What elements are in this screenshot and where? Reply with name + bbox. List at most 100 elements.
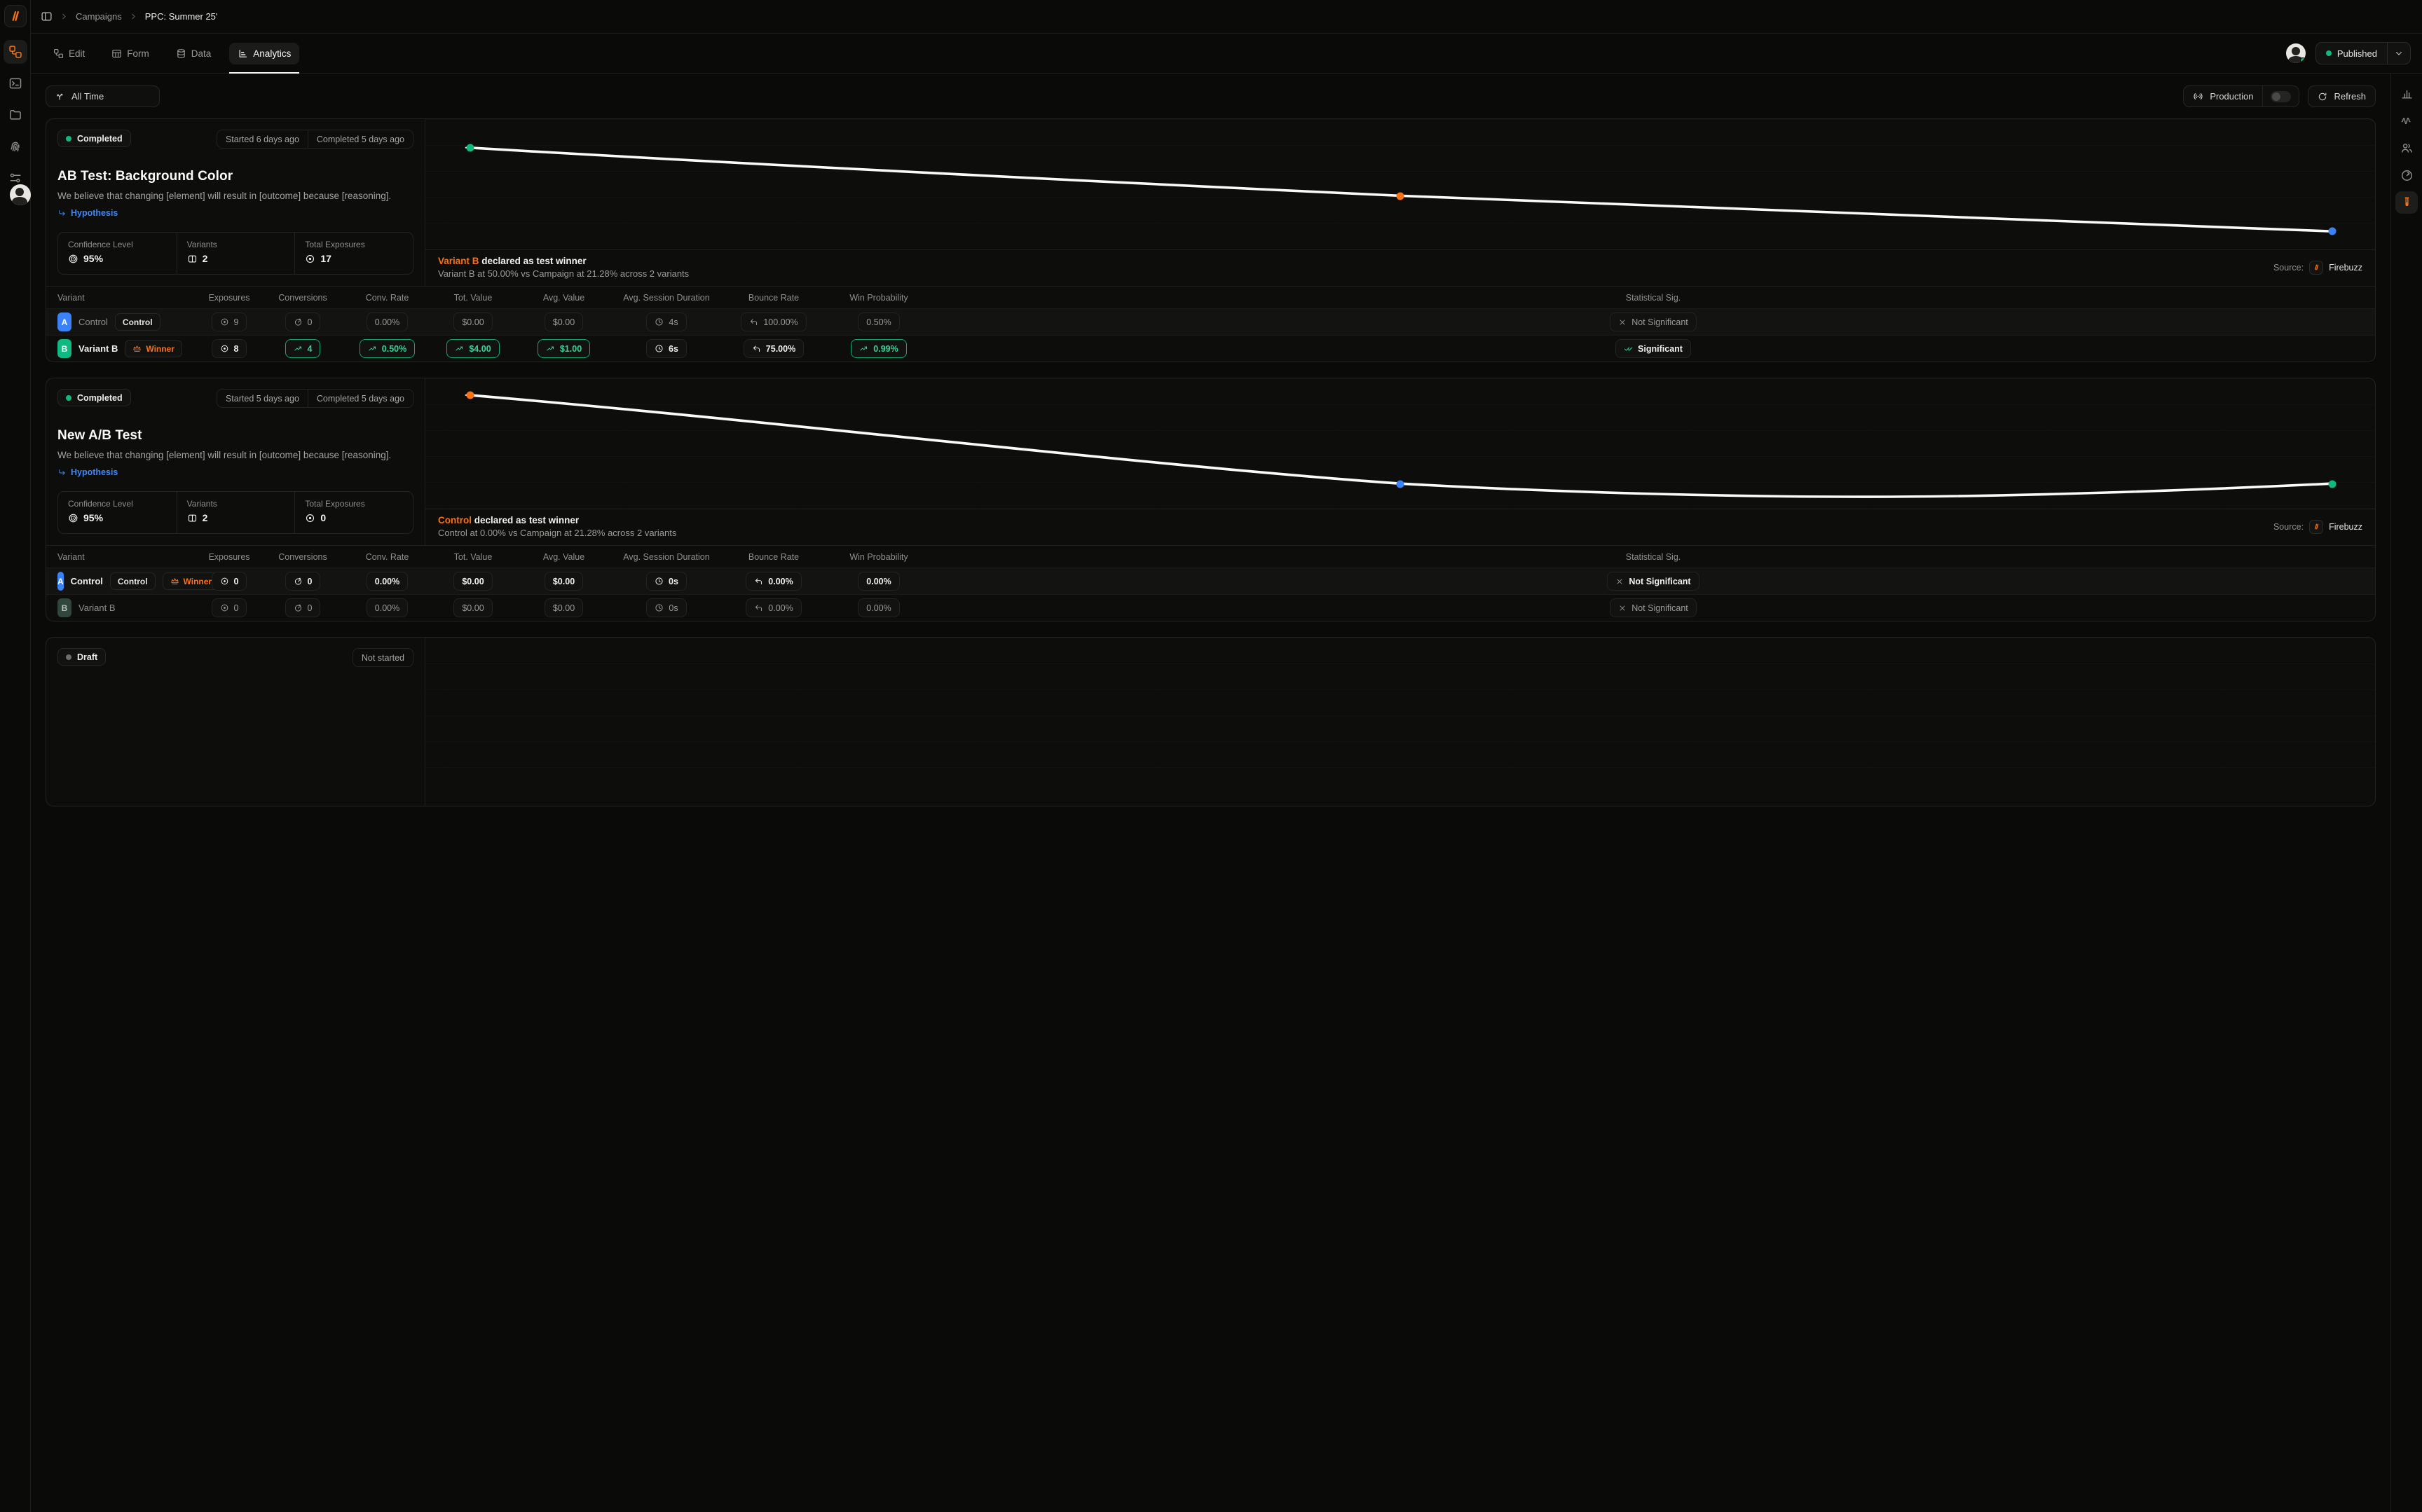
terminal-icon: [9, 78, 21, 89]
status-dot: [66, 394, 71, 401]
variants-table: Variant Exposures Conversions Conv. Rate Tot…: [46, 545, 2375, 621]
control-tag: Control: [109, 572, 156, 590]
conversion-trend-chart: [425, 378, 2375, 509]
clock-icon: [655, 345, 663, 352]
x-icon: [1620, 319, 1625, 324]
stat-confidence: Confidence Level 95%: [68, 499, 133, 523]
winner-summary: Variant B declared as test winner Varian…: [438, 256, 690, 279]
fingerprint-icon: [10, 142, 20, 152]
bullseye-icon: [69, 514, 78, 522]
trending-up-icon: [547, 346, 554, 351]
eye-target-icon: [221, 345, 228, 352]
clock-icon: [655, 604, 663, 612]
chart-gridlines: [425, 119, 2375, 249]
trending-up-icon: [369, 346, 376, 351]
chart-point: [466, 144, 474, 152]
trending-up-icon: [294, 346, 301, 351]
test-dates: Started 5 days ago Completed 5 days ago: [216, 389, 413, 408]
test-card-ab-background-color: Completed Started 6 days ago Completed 5 …: [46, 118, 2376, 362]
rail-item-ab-tests[interactable]: [2395, 191, 2418, 214]
refresh-label: Refresh: [2334, 91, 2366, 102]
x-icon: [1617, 579, 1622, 584]
user-avatar-top[interactable]: [2285, 43, 2306, 63]
winner-name: Control: [438, 515, 472, 525]
table-icon: [112, 49, 121, 57]
chart-icon: [239, 49, 247, 57]
right-rail: [2390, 74, 2422, 1512]
rail-item-overview[interactable]: [2395, 82, 2418, 104]
stat-confidence: Confidence Level 95%: [68, 240, 133, 264]
users-icon: [2401, 143, 2412, 153]
variant-letter-badge: A: [57, 572, 64, 591]
rail-item-audience[interactable]: [2395, 137, 2418, 159]
sidebar-item-settings[interactable]: [4, 166, 27, 190]
table-row-variant-b: B Variant B 0 0 0.00% $0.00 $0.00 0s 0.00…: [46, 594, 2375, 621]
sliders-icon: [10, 173, 20, 183]
variants-icon: [188, 514, 196, 521]
trending-up-icon: [860, 346, 868, 351]
firebuzz-logo-icon: [2309, 519, 2324, 534]
published-label: Published: [2337, 48, 2377, 59]
tab-analytics[interactable]: Analytics: [226, 34, 302, 74]
sidebar-item-console[interactable]: [4, 71, 27, 95]
table-header-row: Variant Exposures Conversions Conv. Rate Tot…: [57, 292, 1681, 303]
sidebar-item-identity[interactable]: [4, 135, 27, 158]
user-avatar-bottom[interactable]: [9, 184, 31, 205]
published-status-button[interactable]: Published: [2316, 43, 2387, 64]
chart-point: [1396, 480, 1404, 488]
status-dot: [66, 654, 71, 660]
avatar-head: [2291, 47, 2300, 55]
breadcrumb-campaigns[interactable]: Campaigns: [76, 11, 122, 22]
time-range-label: All Time: [71, 91, 104, 102]
app-logo[interactable]: [4, 5, 27, 27]
test-stats: Confidence Level 95% Variants 2 Total Ex…: [57, 491, 413, 534]
test-dates: Started 6 days ago Completed 5 days ago: [216, 130, 413, 149]
rail-item-realtime[interactable]: [2395, 109, 2418, 132]
chevron-right-icon: [129, 12, 138, 21]
test-tube-icon: [2404, 197, 2409, 206]
test-title: AB Test: Background Color: [57, 169, 233, 184]
split-icon: [57, 93, 63, 100]
rail-item-conversions[interactable]: [2395, 164, 2418, 186]
chevron-down-icon: [2395, 52, 2402, 55]
gauge-icon: [294, 318, 301, 326]
status-badge: Completed: [57, 130, 131, 147]
tab-form[interactable]: Form: [100, 34, 160, 73]
test-title: New A/B Test: [57, 428, 142, 443]
chevron-right-icon: [60, 12, 69, 21]
chart-line: [465, 394, 2336, 498]
radio-icon: [2194, 93, 2203, 99]
hypothesis-link[interactable]: Hypothesis: [57, 208, 118, 218]
presence-dot: [2299, 57, 2306, 63]
eye-target-icon: [306, 514, 315, 522]
time-range-button[interactable]: All Time: [46, 85, 160, 107]
top-bar: Campaigns PPC: Summer 25': [31, 0, 2422, 34]
tab-edit[interactable]: Edit: [42, 34, 96, 73]
sidebar-item-files[interactable]: [4, 103, 27, 127]
environment-switch[interactable]: [2263, 86, 2299, 106]
status-dot: [66, 135, 71, 142]
environment-toggle-group: Production: [2183, 85, 2300, 107]
tab-data[interactable]: Data: [165, 34, 223, 73]
status-badge: Draft: [57, 648, 107, 666]
publish-menu-button[interactable]: [2387, 43, 2410, 64]
chart-point: [2328, 480, 2337, 488]
x-icon: [1620, 605, 1625, 610]
table-row-control: A Control Control Winner 0 0 0.00% $0.00 $0…: [46, 568, 2375, 594]
variants-icon: [188, 255, 196, 262]
panel-toggle-icon[interactable]: [41, 11, 53, 22]
refresh-button[interactable]: Refresh: [2308, 85, 2376, 107]
clock-icon: [655, 577, 663, 585]
table-row-variant-b: B Variant B Winner 8 4 0.50% $4.00 $1.00 6…: [46, 335, 2375, 362]
eye-target-icon: [306, 254, 315, 263]
sidebar-item-campaigns[interactable]: [3, 40, 27, 64]
winner-detail: Control at 0.00% vs Campaign at 21.28% a…: [438, 528, 677, 538]
hypothesis-link[interactable]: Hypothesis: [57, 467, 118, 477]
test-card-new-ab-test: Completed Started 5 days ago Completed 5 …: [46, 378, 2376, 621]
corner-up-left-icon: [755, 605, 762, 612]
variant-letter-badge: B: [57, 598, 71, 617]
corner-up-left-icon: [751, 319, 758, 326]
winner-detail: Variant B at 50.00% vs Campaign at 21.28…: [438, 268, 690, 279]
crown-icon: [170, 578, 179, 585]
chart-point: [2328, 227, 2337, 235]
